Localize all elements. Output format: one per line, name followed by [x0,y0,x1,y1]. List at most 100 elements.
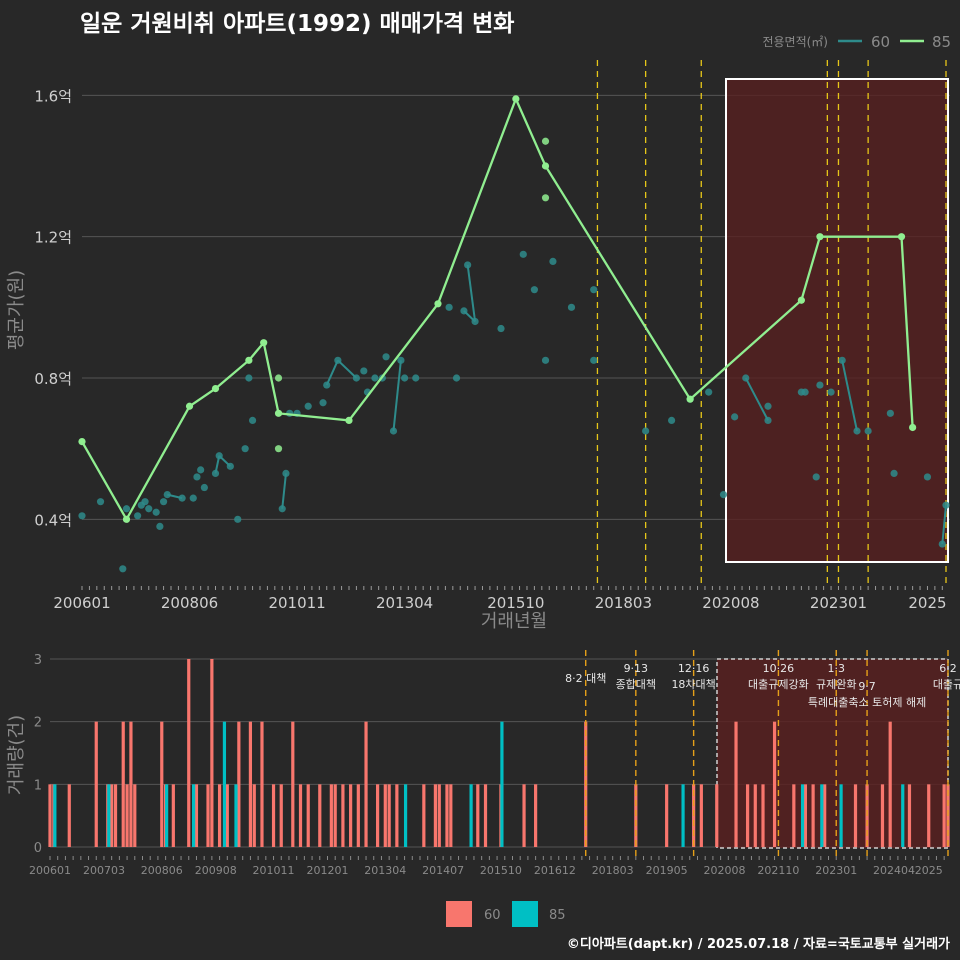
bar-60 [356,784,360,847]
bar-60 [522,784,526,847]
series-60-point [371,374,379,382]
bar-60 [745,784,750,847]
bar-60 [306,784,310,847]
policy-annotation: 18차대책 [671,678,715,691]
bar-85 [469,784,473,847]
x-tick-label: 200806 [141,864,183,877]
series-85-point [686,395,694,403]
series-85-point [541,162,550,170]
bar-60 [67,784,71,847]
series-60-point [445,303,453,311]
y-tick-label: 0.8억 [34,370,72,388]
bar-60 [375,784,380,847]
series-60-point [141,498,149,506]
bar-85 [192,784,196,847]
bar-60 [333,784,337,847]
x-tick-label: 200601 [29,864,71,877]
bar-60 [194,784,199,847]
x-tick-label: 202008 [703,864,745,877]
series-85-point [185,402,194,410]
bar-60 [772,721,777,847]
bar-60 [341,784,345,847]
x-tick-label: 201011 [253,864,295,877]
series-60-point [590,286,598,294]
bar-85 [222,721,227,847]
series-60-segment [337,359,358,379]
y-tick-label: 1 [34,778,42,793]
series-60-point [189,494,197,502]
series-60-point [200,483,208,492]
series-60-point [519,250,527,258]
bar-60 [279,784,283,847]
bar-60 [298,784,303,847]
bar-85 [165,784,169,847]
bar-60 [734,721,738,847]
bar-60 [476,784,480,847]
bar-60 [329,784,333,847]
policy-annotation: 종합대책 [616,678,656,691]
bar-60 [665,784,669,847]
legend-85-label: 85 [549,908,566,923]
bar-60 [210,659,214,847]
x-tick-label: 200601 [53,594,110,612]
y-axis-title: 평균가(원) [6,270,27,350]
series-60-point [667,416,676,424]
series-60-point [642,427,650,435]
legend-60-swatch [446,901,472,927]
series-85-point [512,95,520,103]
x-tick-label: 200908 [195,864,237,877]
series-85-point [897,233,906,241]
x-tick-label: 201905 [646,864,688,877]
policy-annotation: 규제완화 [816,678,856,691]
bar-60 [383,784,387,847]
bar-85 [820,784,824,847]
series-85-point [274,374,283,382]
series-85-point [211,385,220,393]
x-tick-label: 2025 [915,864,943,877]
x-tick-label: 202301 [815,864,857,877]
bar-60 [48,784,52,847]
bar-60 [237,721,241,847]
bar-60 [449,784,453,847]
bar-60 [753,784,757,847]
series-85-point [274,409,283,417]
bar-60 [349,784,353,847]
bar-60 [252,784,256,847]
policy-annotation: 10·26 [763,662,795,675]
bar-60 [110,784,114,847]
series-60-segment [214,455,221,474]
series-60-point [134,512,142,520]
bar-60 [291,721,295,847]
bar-60 [422,784,426,847]
bar-60 [171,784,175,847]
series-60-point [886,409,894,417]
series-85-point [541,194,550,202]
series-60-point [812,473,820,481]
series-85-point [78,438,86,446]
series-60-point [412,374,420,382]
highlight-region [725,78,949,563]
series-60-segment [941,505,947,545]
series-60-point [764,402,772,410]
series-60-segment [841,360,858,432]
bar-60 [129,721,133,847]
bar-60 [125,784,129,847]
bar-60 [927,784,931,847]
policy-annotation: 대출규 [933,678,960,691]
series-60-point [541,356,550,364]
series-60-point [590,356,598,364]
series-60-point [382,353,390,361]
series-85-point [245,356,253,364]
y-tick-label: 2 [34,716,42,731]
bar-60 [907,784,912,847]
series-60-point [156,522,164,531]
bar-85 [234,784,238,847]
bar-60 [271,784,276,847]
bar-60 [248,721,253,847]
x-tick-label: 201201 [306,864,348,877]
x-tick-label: 2025 [908,594,946,612]
series-60-point [197,466,205,474]
bar-60 [121,721,125,847]
x-axis-title: 거래년월 [481,611,547,632]
series-60-point [245,374,253,382]
